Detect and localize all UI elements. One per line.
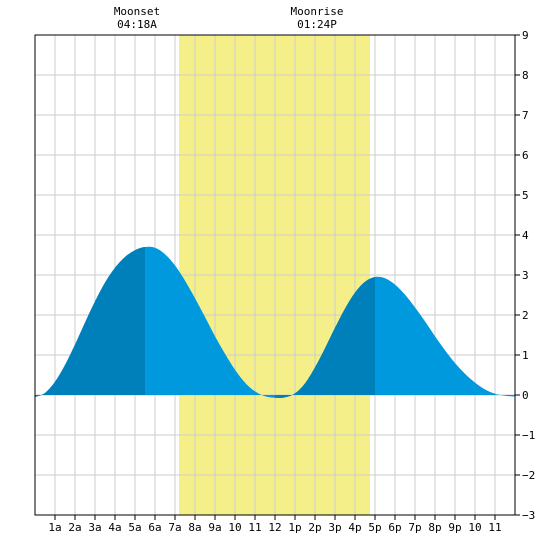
y-tick-label: −3	[522, 509, 535, 522]
x-tick-label: 4a	[108, 521, 121, 534]
y-tick-label: 2	[522, 309, 529, 322]
y-tick-label: 6	[522, 149, 529, 162]
y-tick-label: 5	[522, 189, 529, 202]
y-tick-label: 7	[522, 109, 529, 122]
x-tick-label: 8p	[428, 521, 441, 534]
x-tick-label: 11	[248, 521, 261, 534]
y-axis-ticks: −3 −2 −1 0 1 2 3 4 5 6 7 8 9	[515, 29, 535, 522]
y-tick-label: −1	[522, 429, 535, 442]
x-tick-label: 5p	[368, 521, 381, 534]
x-tick-label: 3a	[88, 521, 101, 534]
moon-event-time: 01:24P	[297, 18, 337, 31]
y-tick-label: −2	[522, 469, 535, 482]
x-tick-label: 10	[228, 521, 241, 534]
x-tick-label: 9p	[448, 521, 461, 534]
x-tick-label: 5a	[128, 521, 141, 534]
y-tick-label: 1	[522, 349, 529, 362]
x-tick-label: 10	[468, 521, 481, 534]
moon-event-title: Moonrise	[291, 5, 344, 18]
x-tick-label: 2p	[308, 521, 321, 534]
x-tick-label: 7p	[408, 521, 421, 534]
x-tick-label: 1p	[288, 521, 301, 534]
x-axis-ticks: 1a 2a 3a 4a 5a 6a 7a 8a 9a 10 11 12 1p 2p 3p 4p 5p 6p 7p 8p…	[48, 515, 502, 534]
x-tick-label: 6p	[388, 521, 401, 534]
x-tick-label: 9a	[208, 521, 221, 534]
y-tick-label: 4	[522, 229, 529, 242]
x-tick-label: 7a	[168, 521, 181, 534]
x-tick-label: 12	[268, 521, 281, 534]
x-tick-label: 4p	[348, 521, 361, 534]
x-tick-label: 2a	[68, 521, 81, 534]
x-tick-label: 8a	[188, 521, 201, 534]
y-tick-label: 0	[522, 389, 529, 402]
x-tick-label: 3p	[328, 521, 341, 534]
moon-event-title: Moonset	[114, 5, 160, 18]
x-tick-label: 6a	[148, 521, 161, 534]
y-tick-label: 8	[522, 69, 529, 82]
x-tick-label: 1a	[48, 521, 61, 534]
x-tick-label: 11	[488, 521, 501, 534]
y-tick-label: 3	[522, 269, 529, 282]
moon-event-time: 04:18A	[117, 18, 157, 31]
y-tick-label: 9	[522, 29, 529, 42]
